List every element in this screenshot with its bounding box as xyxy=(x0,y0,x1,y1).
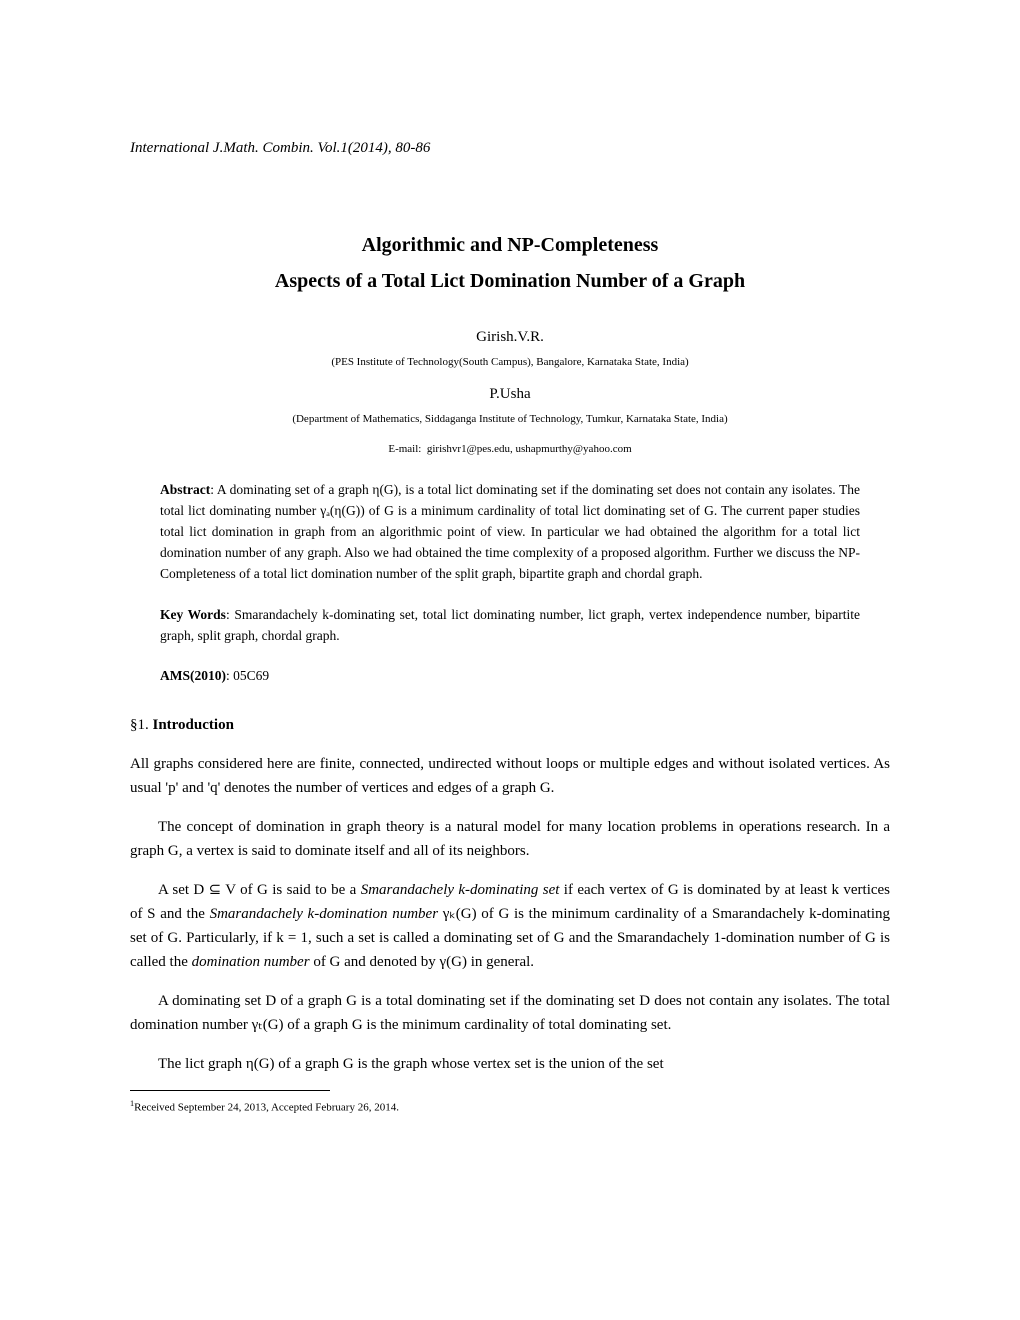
title-line2: Aspects of a Total Lict Domination Numbe… xyxy=(275,270,745,292)
section-heading-1: §1. Introduction xyxy=(130,717,890,734)
paragraph-3: A set D ⊆ V of G is said to be a Smarand… xyxy=(130,878,890,974)
title-line1: Algorithmic and NP-Completeness xyxy=(362,234,659,256)
paragraph-2: The concept of domination in graph theor… xyxy=(130,815,890,863)
para3-b: Smarandachely k-dominating set xyxy=(361,882,560,898)
footnote-text: Received September 24, 2013, Accepted Fe… xyxy=(134,1102,399,1114)
affiliation-1: (PES Institute of Technology(South Campu… xyxy=(130,356,890,368)
para3-a: A set D ⊆ V of G is said to be a xyxy=(158,882,361,898)
keywords-text: : Smarandachely k-dominating set, total … xyxy=(160,607,860,643)
keywords-block: Key Words: Smarandachely k-dominating se… xyxy=(160,605,860,647)
paragraph-1: All graphs considered here are finite, c… xyxy=(130,752,890,800)
section-number: §1. xyxy=(130,717,149,733)
paper-title: Algorithmic and NP-Completeness Aspects … xyxy=(130,227,890,299)
abstract-text: : A dominating set of a graph η(G), is a… xyxy=(160,482,860,581)
abstract-block: Abstract: A dominating set of a graph η(… xyxy=(160,480,860,585)
journal-info: International J.Math. Combin. Vol.1(2014… xyxy=(130,140,890,157)
ams-label: AMS(2010) xyxy=(160,668,226,683)
section-title: Introduction xyxy=(153,717,234,733)
para3-f: domination number xyxy=(192,954,310,970)
keywords-label: Key Words xyxy=(160,607,226,622)
author-2: P.Usha xyxy=(130,386,890,403)
affiliation-2: (Department of Mathematics, Siddaganga I… xyxy=(130,413,890,425)
author-1: Girish.V.R. xyxy=(130,329,890,346)
page-container: International J.Math. Combin. Vol.1(2014… xyxy=(0,0,1020,1174)
ams-block: AMS(2010): 05C69 xyxy=(160,666,860,687)
paragraph-5: The lict graph η(G) of a graph G is the … xyxy=(130,1052,890,1076)
abstract-label: Abstract xyxy=(160,482,210,497)
footnote: 1Received September 24, 2013, Accepted F… xyxy=(130,1099,890,1114)
para3-g: of G and denoted by γ(G) in general. xyxy=(310,954,534,970)
paragraph-4: A dominating set D of a graph G is a tot… xyxy=(130,989,890,1037)
email-line: E-mail: girishvr1@pes.edu, ushapmurthy@y… xyxy=(130,443,890,455)
footnote-rule xyxy=(130,1090,330,1091)
ams-text: : 05C69 xyxy=(226,668,269,683)
para3-d: Smarandachely k-domination number xyxy=(210,906,439,922)
